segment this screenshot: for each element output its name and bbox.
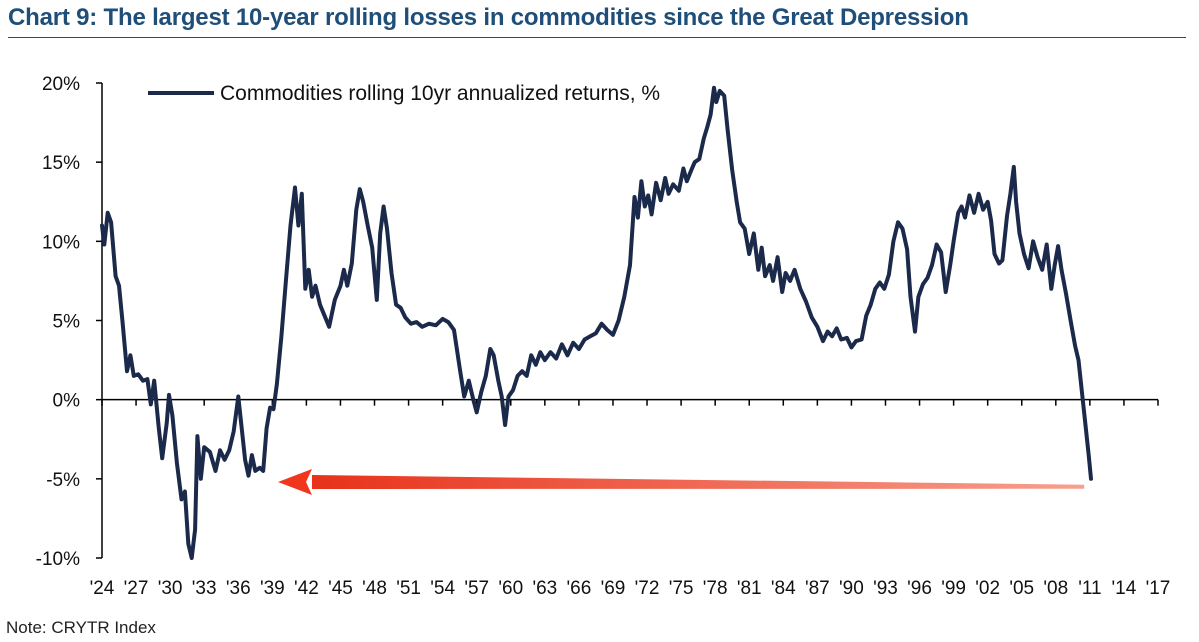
y-tick-label: 5%: [53, 312, 81, 333]
title-rule: [8, 37, 1186, 38]
y-tick-label: 10%: [42, 232, 80, 253]
annotation-arrow: [278, 469, 1085, 495]
series-line-commodities: [100, 85, 1093, 560]
x-tick-label: '84: [771, 578, 796, 599]
x-tick-label: '05: [1009, 578, 1034, 599]
legend: Commodities rolling 10yr annualized retu…: [148, 82, 660, 105]
x-tick-label: '99: [941, 578, 966, 599]
arrow-shaft: [312, 475, 1085, 489]
y-tick-label: 20%: [42, 74, 80, 95]
x-tick-label: '90: [839, 578, 864, 599]
x-tick-label: '96: [907, 578, 932, 599]
x-tick-label: '24: [90, 578, 115, 599]
x-tick-label: '78: [703, 578, 728, 599]
x-tick-label: '17: [1146, 578, 1171, 599]
x-tick-label: '51: [396, 578, 421, 599]
x-tick-label: '72: [635, 578, 660, 599]
x-tick-label: '60: [498, 578, 523, 599]
x-tick-label: '39: [260, 578, 285, 599]
x-tick-label: '33: [192, 578, 217, 599]
x-tick-label: '57: [464, 578, 489, 599]
x-tick-label: '54: [430, 578, 455, 599]
x-tick-label: '48: [362, 578, 387, 599]
x-tick-label: '75: [669, 578, 694, 599]
y-tick-label: -10%: [36, 549, 80, 570]
x-tick-label: '42: [294, 578, 319, 599]
x-tick-label: '27: [124, 578, 149, 599]
y-tick-label: 15%: [42, 153, 80, 174]
x-tick-label: '87: [805, 578, 830, 599]
x-tick-label: '63: [532, 578, 557, 599]
y-tick-label: 0%: [53, 391, 81, 412]
source-note: Note: CRYTR Index: [6, 618, 156, 637]
x-tick-label: '81: [737, 578, 762, 599]
x-axis-ticks: '24 '27 '30 '33 '36 '39 '42 '45 '48 '51 '54 '57 '60 '…: [90, 399, 1171, 599]
x-tick-label: '93: [873, 578, 898, 599]
y-tick-label: -5%: [46, 470, 80, 491]
x-tick-label: '11: [1078, 578, 1101, 599]
x-tick-label: '36: [226, 578, 251, 599]
y-axis-ticks: 20% 15% 10% 5% 0% -5% -10%: [36, 74, 102, 570]
arrow-head: [278, 469, 312, 495]
x-tick-label: '08: [1043, 578, 1068, 599]
x-tick-label: '69: [601, 578, 626, 599]
chart-title: Chart 9: The largest 10-year rolling los…: [8, 4, 969, 31]
x-tick-label: '66: [567, 578, 592, 599]
x-tick-label: '45: [328, 578, 353, 599]
x-tick-label: '14: [1112, 578, 1137, 599]
x-tick-label: '30: [158, 578, 183, 599]
x-tick-label: '02: [975, 578, 1000, 599]
legend-label: Commodities rolling 10yr annualized retu…: [220, 82, 660, 105]
